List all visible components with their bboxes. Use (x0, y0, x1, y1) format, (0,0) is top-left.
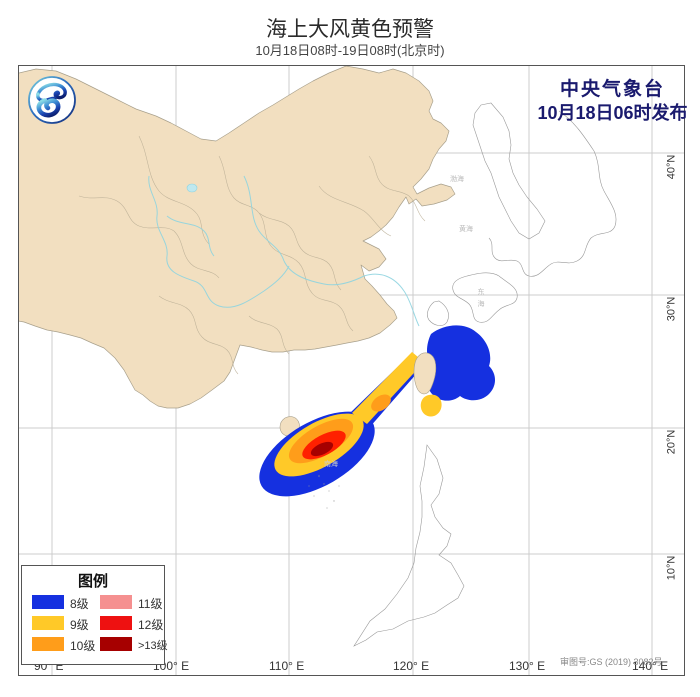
svg-text:渤海: 渤海 (450, 174, 464, 183)
svg-text:海: 海 (478, 299, 485, 308)
svg-text:东: 东 (478, 287, 485, 296)
svg-text:黄海: 黄海 (459, 224, 473, 233)
svg-text:南海: 南海 (324, 459, 338, 468)
